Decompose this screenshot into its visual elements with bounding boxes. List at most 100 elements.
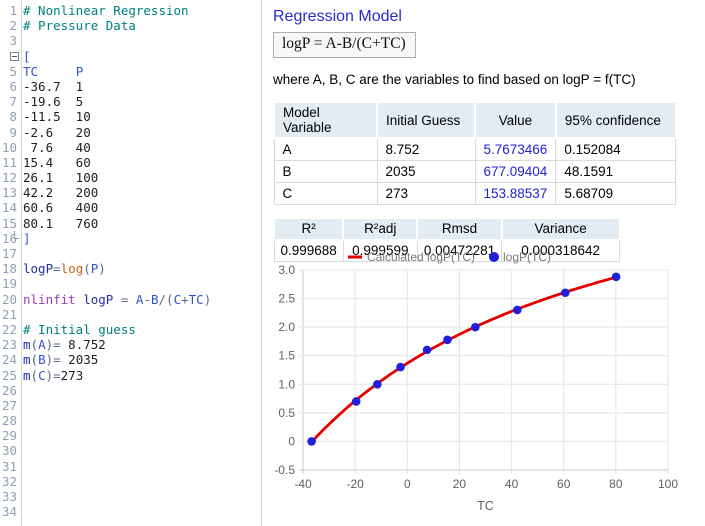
code-text[interactable] bbox=[17, 383, 23, 398]
code-text[interactable]: -11.5 10 bbox=[23, 109, 91, 125]
code-text[interactable]: # Nonlinear Regression bbox=[23, 3, 189, 18]
page-title: Regression Model bbox=[273, 8, 402, 25]
code-text[interactable] bbox=[17, 443, 23, 458]
code-text[interactable]: [ bbox=[23, 48, 31, 64]
data-point[interactable] bbox=[443, 335, 452, 345]
column-header: Model Variable bbox=[273, 101, 378, 139]
table-cell: 677.09404 bbox=[474, 159, 557, 183]
code-text[interactable] bbox=[17, 33, 23, 48]
code-line[interactable]: 24 m(B)= 2035 bbox=[0, 352, 261, 367]
code-line[interactable]: 32 bbox=[0, 474, 261, 489]
data-point[interactable] bbox=[471, 322, 480, 332]
code-text[interactable]: logP=log(P) bbox=[23, 261, 106, 277]
code-line[interactable]: 25 m(C)=273 bbox=[0, 368, 261, 383]
code-line[interactable]: 29 bbox=[0, 428, 261, 443]
code-editor[interactable]: 1 # Nonlinear Regression 2 # Pressure Data 3… bbox=[0, 0, 262, 526]
data-point[interactable] bbox=[396, 362, 405, 372]
code-line[interactable]: 28 bbox=[0, 413, 261, 428]
code-line[interactable]: 10 7.6 40 bbox=[0, 140, 261, 155]
data-point[interactable] bbox=[611, 272, 621, 282]
data-point[interactable] bbox=[560, 288, 570, 298]
fold-collapse-icon[interactable] bbox=[10, 51, 19, 61]
code-text[interactable]: 60.6 400 bbox=[23, 200, 99, 216]
line-number: 5 bbox=[9, 63, 17, 79]
code-line[interactable]: 5 TC P bbox=[0, 64, 261, 79]
code-text[interactable]: m(A)= 8.752 bbox=[23, 337, 106, 353]
code-line[interactable]: 33 bbox=[0, 489, 261, 504]
legend-label-line: Calculated logP(TC) bbox=[367, 250, 475, 264]
code-line[interactable]: 2 # Pressure Data bbox=[0, 18, 261, 33]
table-cell: B bbox=[273, 159, 378, 183]
code-line[interactable]: 20 nlinfit logP = A-B/(C+TC) bbox=[0, 292, 261, 307]
code-line[interactable]: 19 bbox=[0, 276, 261, 291]
code-line[interactable]: 4[ bbox=[0, 49, 261, 64]
code-line[interactable]: 13 42.2 200 bbox=[0, 185, 261, 200]
data-point[interactable] bbox=[373, 379, 382, 389]
code-text[interactable] bbox=[17, 246, 23, 261]
code-text[interactable]: -36.7 1 bbox=[23, 78, 84, 94]
code-text[interactable]: 80.1 760 bbox=[23, 215, 99, 231]
code-text[interactable]: ] bbox=[23, 230, 31, 246]
code-text[interactable]: m(C)=273 bbox=[23, 367, 84, 383]
code-line[interactable]: 26 bbox=[0, 383, 261, 398]
line-number: 20 bbox=[1, 291, 17, 307]
code-text[interactable]: 26.1 100 bbox=[23, 170, 99, 186]
code-line[interactable]: 14 60.6 400 bbox=[0, 200, 261, 215]
code-line[interactable]: 23 m(A)= 8.752 bbox=[0, 337, 261, 352]
code-text[interactable] bbox=[17, 474, 23, 489]
code-line[interactable]: 31 bbox=[0, 459, 261, 474]
code-line[interactable]: 34 bbox=[0, 504, 261, 519]
data-point[interactable] bbox=[307, 437, 316, 446]
y-axis-tick-label: -0.5 bbox=[274, 463, 295, 477]
code-text[interactable]: m(B)= 2035 bbox=[23, 352, 99, 368]
code-line[interactable]: 16] bbox=[0, 230, 261, 246]
code-text[interactable] bbox=[17, 428, 23, 443]
code-line[interactable]: 30 bbox=[0, 443, 261, 458]
code-text[interactable]: # Initial guess bbox=[23, 321, 136, 337]
code-line[interactable]: 1 # Nonlinear Regression bbox=[0, 3, 261, 18]
code-text[interactable]: nlinfit logP = A-B/(C+TC) bbox=[23, 291, 212, 307]
y-axis-tick-label: 1.5 bbox=[278, 349, 295, 363]
column-header: Variance bbox=[500, 216, 621, 241]
code-text[interactable] bbox=[17, 504, 23, 519]
table-cell: 48.1591 bbox=[555, 159, 677, 183]
line-number: 32 bbox=[1, 473, 17, 489]
code-line[interactable]: 18 logP=log(P) bbox=[0, 261, 261, 276]
code-line[interactable]: 21 bbox=[0, 307, 261, 322]
table-cell: 0.152084 bbox=[555, 137, 677, 161]
code-text[interactable]: -19.6 5 bbox=[23, 94, 84, 110]
code-line[interactable]: 9 -2.6 20 bbox=[0, 125, 261, 140]
code-text[interactable] bbox=[17, 413, 23, 428]
code-text[interactable]: -2.6 20 bbox=[23, 124, 91, 140]
code-text[interactable] bbox=[17, 398, 23, 413]
code-line[interactable]: 27 bbox=[0, 398, 261, 413]
code-text[interactable]: 7.6 40 bbox=[23, 139, 91, 155]
output-panel: Regression Model logP = A-B/(C+TC) where… bbox=[263, 0, 705, 526]
line-number: 22 bbox=[1, 321, 17, 337]
code-text[interactable]: TC P bbox=[23, 63, 84, 79]
code-line[interactable]: 12 26.1 100 bbox=[0, 170, 261, 185]
code-text[interactable] bbox=[17, 489, 23, 504]
code-text[interactable]: # Pressure Data bbox=[23, 18, 136, 34]
code-line[interactable]: 7 -19.6 5 bbox=[0, 94, 261, 109]
code-text[interactable] bbox=[17, 276, 23, 291]
code-line[interactable]: 22 # Initial guess bbox=[0, 322, 261, 337]
y-axis-tick-label: 0.5 bbox=[278, 406, 295, 420]
code-line[interactable]: 11 15.4 60 bbox=[0, 155, 261, 170]
data-point[interactable] bbox=[422, 345, 432, 355]
data-point[interactable] bbox=[513, 305, 522, 315]
code-line[interactable]: 15 80.1 760 bbox=[0, 216, 261, 231]
data-point[interactable] bbox=[351, 397, 361, 406]
code-line[interactable]: 3 bbox=[0, 33, 261, 48]
y-axis-tick-label: 1.0 bbox=[278, 377, 295, 391]
code-line[interactable]: 17 bbox=[0, 246, 261, 261]
code-text[interactable] bbox=[17, 459, 23, 474]
code-text[interactable]: 15.4 60 bbox=[23, 154, 91, 170]
column-header: Rmsd bbox=[416, 216, 503, 241]
code-text[interactable]: 42.2 200 bbox=[23, 185, 99, 201]
code-line[interactable]: 6 -36.7 1 bbox=[0, 79, 261, 94]
table-cell: C bbox=[273, 181, 378, 205]
code-editor-lines[interactable]: 1 # Nonlinear Regression 2 # Pressure Data 3… bbox=[0, 3, 261, 519]
code-text[interactable] bbox=[17, 307, 23, 322]
code-line[interactable]: 8 -11.5 10 bbox=[0, 109, 261, 124]
